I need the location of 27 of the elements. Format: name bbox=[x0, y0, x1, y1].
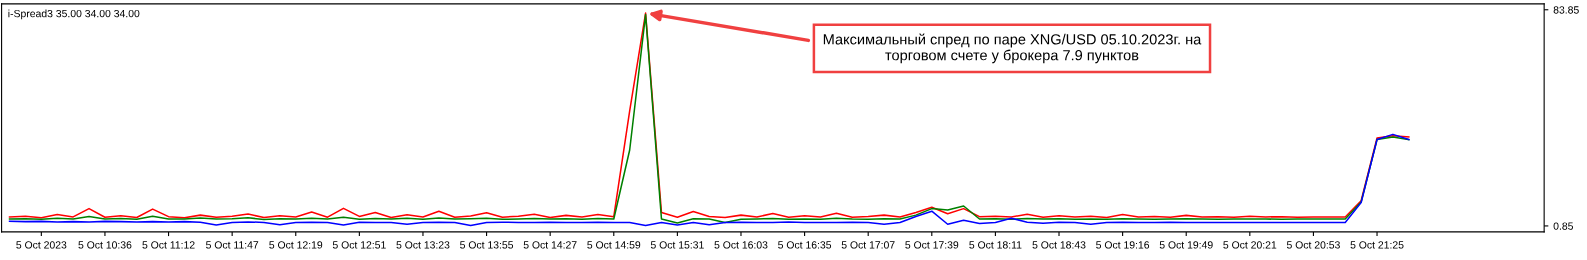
x-tick-label: 5 Oct 12:51 bbox=[332, 241, 386, 249]
y-tick-label: 83.85 bbox=[1553, 6, 1579, 14]
x-tick-label: 5 Oct 17:07 bbox=[841, 241, 895, 249]
text: i-Spread3 35.00 34.00 34.00 bbox=[8, 9, 140, 20]
x-tick-label: 5 Oct 13:23 bbox=[396, 241, 450, 249]
x-tick-label: 5 Oct 2023 bbox=[16, 241, 67, 249]
x-tick-label: 5 Oct 18:43 bbox=[1032, 241, 1086, 249]
x-tick-label: 5 Oct 20:53 bbox=[1286, 241, 1340, 249]
x-tick-label: 5 Oct 16:03 bbox=[714, 241, 768, 249]
x-tick-label: 5 Oct 16:35 bbox=[778, 241, 832, 249]
y-tick-label: 0.85 bbox=[1553, 222, 1574, 230]
x-tick-label: 5 Oct 21:25 bbox=[1350, 241, 1404, 249]
x-tick-label: 5 Oct 11:12 bbox=[142, 241, 195, 249]
x-tick-label: 5 Oct 19:49 bbox=[1159, 241, 1213, 249]
x-tick-label: 5 Oct 17:39 bbox=[905, 241, 959, 249]
x-tick-label: 5 Oct 12:19 bbox=[269, 241, 323, 249]
x-tick-label: 5 Oct 18:11 bbox=[969, 241, 1022, 249]
x-tick-label: 5 Oct 20:21 bbox=[1223, 241, 1277, 249]
x-tick-label: 5 Oct 14:27 bbox=[523, 241, 577, 249]
x-tick-label: 5 Oct 14:59 bbox=[587, 241, 641, 249]
x-tick-label: 5 Oct 11:47 bbox=[206, 241, 259, 249]
x-tick-label: 5 Oct 13:55 bbox=[460, 241, 514, 249]
x-tick-label: 5 Oct 15:31 bbox=[650, 241, 704, 249]
x-tick-label: 5 Oct 10:36 bbox=[78, 241, 132, 249]
annotation: Максимальный спред по паре XNG/USD 05.10.2023г. на торговом счете у брокера 7.9 пунктов bbox=[823, 33, 1202, 64]
line-series bbox=[8, 133, 1410, 227]
x-tick-label: 5 Oct 19:16 bbox=[1096, 241, 1150, 249]
